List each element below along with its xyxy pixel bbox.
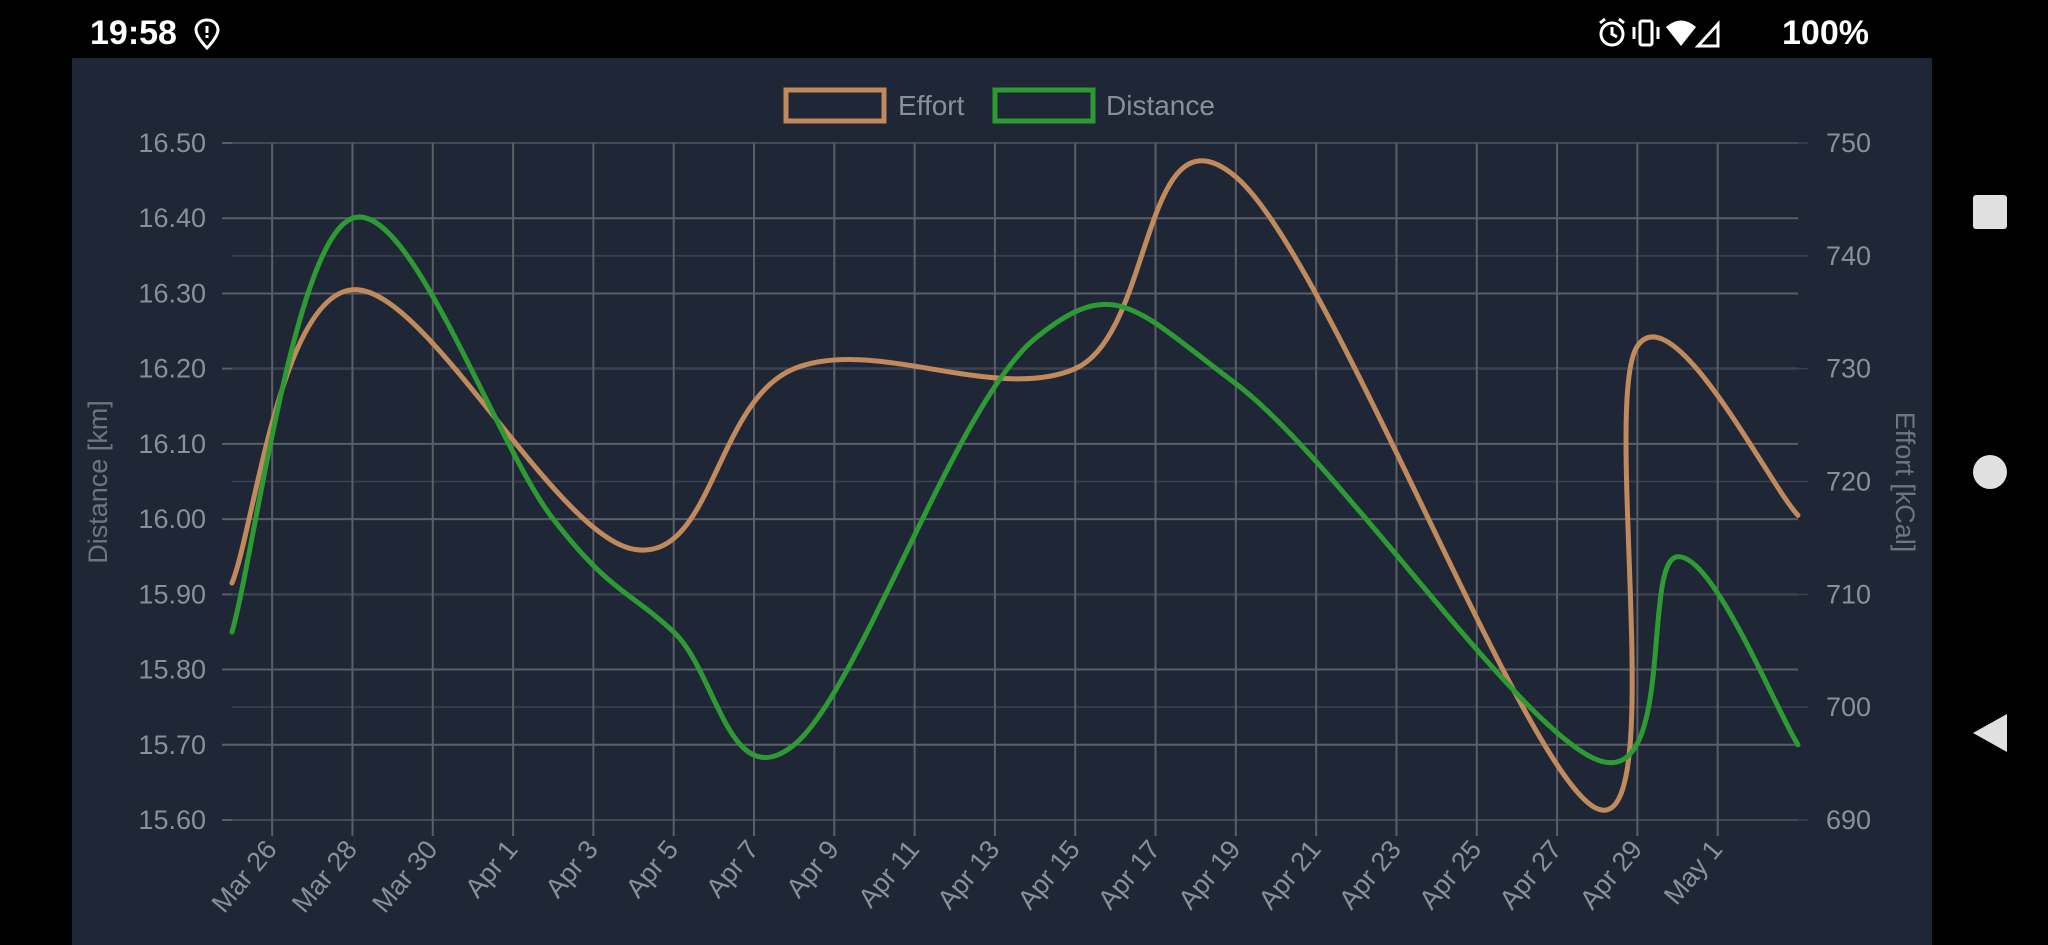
y-left-axis-title: Distance [km] [83,400,113,564]
series-lines [229,158,1801,813]
x-tick-label: Mar 30 [366,835,443,919]
home-circle-icon[interactable] [1972,454,2008,490]
x-tick-labels: Mar 26 Mar 28 Mar 30 Apr 1 Apr 3 Apr 5 Apr 7 Ap… [206,835,1729,919]
y-right-axis-title: Effort [kCal] [1890,412,1920,553]
x-tick-label: Apr 13 [931,835,1005,915]
y-left-tick-label: 16.00 [138,504,206,534]
y-left-tick-label: 16.30 [138,278,206,308]
y-left-tick-label: 16.50 [138,128,206,158]
x-tick-label: Apr 5 [620,835,684,904]
y-left-tick-label: 15.60 [138,805,206,835]
alarm-icon [1599,17,1625,47]
x-tick-label: Apr 17 [1092,835,1166,915]
legend-item-distance[interactable]: Distance [992,87,1215,124]
y-right-tick-label: 740 [1826,241,1871,271]
x-tick-label: Mar 26 [206,835,283,919]
y-left-tick-label: 16.20 [138,354,206,384]
x-tick-label: Mar 28 [286,835,363,919]
status-icons-group [1599,17,1720,48]
battery-percentage: 100% [1782,14,1869,52]
legend-swatch-effort [783,87,887,124]
y-right-tick-label: 710 [1826,579,1871,609]
y-left-tick-label: 15.70 [138,730,206,760]
y-left-tick-label: 16.40 [138,203,206,233]
back-triangle-icon[interactable] [1972,713,2008,753]
x-tick-label: Apr 29 [1574,835,1648,915]
y-left-tick-label: 15.80 [138,655,206,685]
grid [222,142,1808,836]
legend-swatch-distance [992,87,1096,124]
x-tick-label: Apr 3 [540,835,604,904]
x-tick-label: Apr 25 [1413,835,1487,915]
legend-label-effort: Effort [898,90,965,121]
x-tick-label: Apr 21 [1253,835,1327,915]
x-tick-label: Apr 19 [1172,835,1246,915]
y-right-tick-label: 750 [1826,128,1871,158]
signal-icon [1694,20,1720,48]
status-time: 19:58 [90,14,177,52]
y-left-tick-labels: 16.50 16.40 16.30 16.20 16.10 16.00 15.90 15.80… [138,128,206,835]
vibrate-icon [1632,19,1660,47]
wifi-icon [1666,20,1696,46]
x-tick-label: Apr 11 [852,835,925,914]
y-right-tick-label: 730 [1826,354,1871,384]
location-pin-icon [194,18,220,50]
x-tick-label: Apr 7 [700,835,764,904]
y-right-tick-label: 720 [1826,467,1871,497]
x-tick-label: Apr 9 [780,835,844,904]
y-right-tick-labels: 750 740 730 720 710 700 690 [1826,128,1871,835]
recents-square-icon[interactable] [1972,194,2008,230]
status-bar: 19:58 100% [0,0,1932,58]
x-tick-label: Apr 15 [1012,835,1086,915]
legend: Effort Distance [783,87,1215,124]
series-line-distance [229,214,1801,766]
x-tick-label: Apr 23 [1333,835,1407,915]
y-left-tick-label: 15.90 [138,579,206,609]
navigation-bar [1932,0,2048,945]
legend-label-distance: Distance [1106,90,1215,121]
x-tick-label: May 1 [1658,835,1728,911]
legend-item-effort[interactable]: Effort [783,87,965,124]
y-right-tick-label: 700 [1826,692,1871,722]
y-right-tick-label: 690 [1826,805,1871,835]
series-line-effort [229,158,1801,813]
x-tick-label: Apr 27 [1494,835,1568,915]
y-left-tick-label: 16.10 [138,429,206,459]
x-tick-label: Apr 1 [459,835,523,904]
